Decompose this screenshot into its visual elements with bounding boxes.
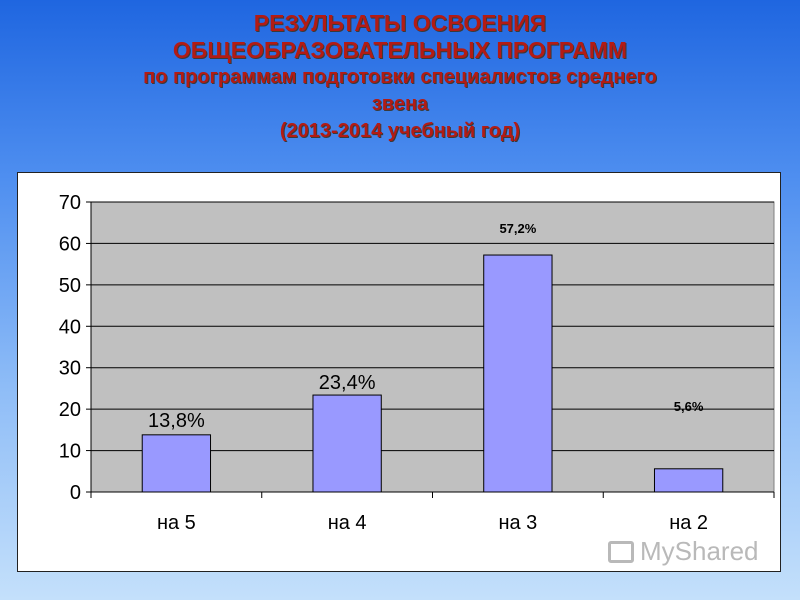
y-tick-label: 40 — [59, 316, 81, 338]
watermark-text: MyShared — [640, 536, 759, 566]
bar-chart: 0 10 20 30 40 50 60 70 13,8% на 5 23,4% на 4 57,2% на… — [59, 192, 775, 534]
x-category-label: на 4 — [328, 512, 367, 534]
title-line-2: ОБЩЕОБРАЗОВАТЕЛЬНЫХ ПРОГРАММ — [172, 37, 628, 63]
bar-4 — [653, 468, 724, 493]
y-tick-label: 0 — [70, 482, 81, 504]
title-line-3: по программам подготовки специалистов ср… — [143, 66, 657, 88]
y-tick-label: 50 — [59, 275, 81, 297]
y-tick-label: 20 — [59, 399, 81, 421]
y-tick-label: 10 — [59, 441, 81, 463]
chart-title: РЕЗУЛЬТАТЫ ОСВОЕНИЯ ОБЩЕОБРАЗОВАТЕЛЬНЫХ … — [0, 10, 800, 145]
bar-3 — [483, 254, 553, 493]
data-label-3: 57,2% — [499, 221, 536, 236]
y-tick-label: 30 — [59, 358, 81, 380]
x-category-label: на 5 — [157, 512, 196, 534]
title-line-4: звена — [371, 93, 429, 115]
chart-panel: 0 10 20 30 40 50 60 70 13,8% на 5 23,4% на 4 57,2% на… — [17, 172, 781, 572]
data-label-2: 23,4% — [319, 372, 376, 394]
watermark: MyShared — [608, 536, 759, 567]
y-tick-label: 70 — [59, 192, 81, 214]
y-tick-label: 60 — [59, 233, 81, 255]
data-label-1: 13,8% — [148, 410, 205, 432]
watermark-logo-icon — [608, 540, 634, 563]
data-label-4: 5,6% — [674, 399, 704, 414]
x-category-label: на 3 — [498, 512, 537, 534]
bar-2 — [312, 394, 382, 493]
x-category-label: на 2 — [669, 512, 708, 534]
title-line-1: РЕЗУЛЬТАТЫ ОСВОЕНИЯ — [253, 10, 547, 36]
bar-1 — [141, 434, 212, 493]
title-line-5: (2013-2014 учебный год) — [279, 120, 521, 142]
